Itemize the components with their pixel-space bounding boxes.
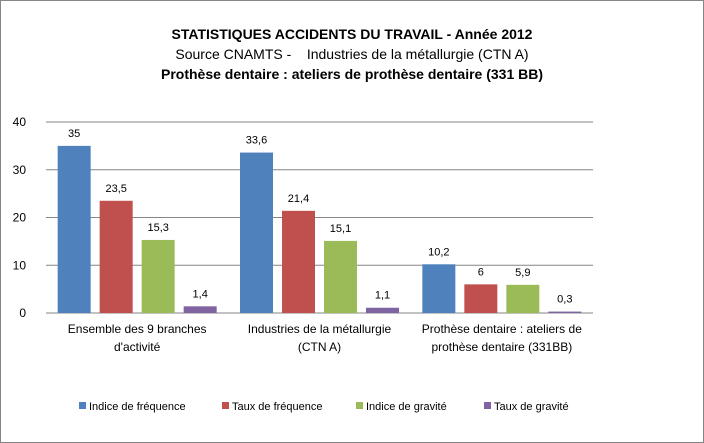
- bar-2-1: [464, 284, 498, 313]
- category-label: prothèse dentaire (331BB): [431, 340, 572, 354]
- bar-1-1: [282, 210, 315, 313]
- legend-swatch: [79, 402, 86, 409]
- data-label: 1,1: [375, 290, 390, 302]
- data-label: 15,3: [147, 222, 168, 234]
- bar-0-1: [99, 200, 133, 313]
- bar-1-3: [366, 307, 399, 313]
- chart-titles: STATISTIQUES ACCIDENTS DU TRAVAIL - Anné…: [0, 24, 704, 84]
- legend-swatch: [356, 402, 363, 409]
- data-label: 21,4: [288, 193, 309, 205]
- legend-label: Taux de fréquence: [232, 401, 323, 413]
- bar-2-3: [548, 311, 582, 313]
- category-label: Prothèse dentaire : ateliers de: [422, 322, 582, 336]
- data-label: 0,3: [557, 294, 572, 306]
- data-label: 5,9: [515, 267, 530, 279]
- data-label: 23,5: [105, 183, 126, 195]
- category-label: d'activité: [114, 340, 161, 354]
- y-tick-label: 30: [13, 163, 27, 177]
- y-tick-label: 40: [13, 115, 27, 129]
- legend-label: Indice de fréquence: [89, 401, 186, 413]
- legend-swatch: [222, 402, 229, 409]
- bar-0-2: [141, 239, 175, 313]
- data-label: 33,6: [246, 135, 267, 147]
- category-label: (CTN A): [298, 340, 341, 354]
- chart-subtitle-2: Prothèse dentaire : ateliers de prothèse…: [160, 66, 543, 82]
- category-label: Industries de la métallurgie: [248, 322, 392, 336]
- chart-subtitle: Source CNAMTS - Industries de la métallu…: [175, 46, 529, 62]
- category-label: Ensemble des 9 branches: [68, 322, 207, 336]
- bar-1-0: [240, 152, 273, 313]
- data-label: 6: [478, 266, 484, 278]
- y-tick-label: 10: [13, 258, 27, 272]
- chart-title: STATISTIQUES ACCIDENTS DU TRAVAIL - Anné…: [171, 26, 533, 42]
- legend-label: Taux de gravité: [494, 401, 569, 413]
- data-label: 35: [68, 128, 80, 140]
- bar-0-3: [183, 306, 217, 313]
- data-label: 10,2: [428, 246, 449, 258]
- bar-1-2: [324, 240, 357, 313]
- legend-swatch: [484, 402, 491, 409]
- y-tick-label: 20: [13, 211, 27, 225]
- bar-2-2: [506, 284, 540, 313]
- data-label: 15,1: [330, 223, 351, 235]
- bar-2-0: [422, 264, 456, 313]
- data-label: 1,4: [193, 288, 208, 300]
- y-tick-label: 0: [19, 306, 26, 320]
- bar-0-0: [57, 145, 91, 313]
- legend-label: Indice de gravité: [366, 401, 447, 413]
